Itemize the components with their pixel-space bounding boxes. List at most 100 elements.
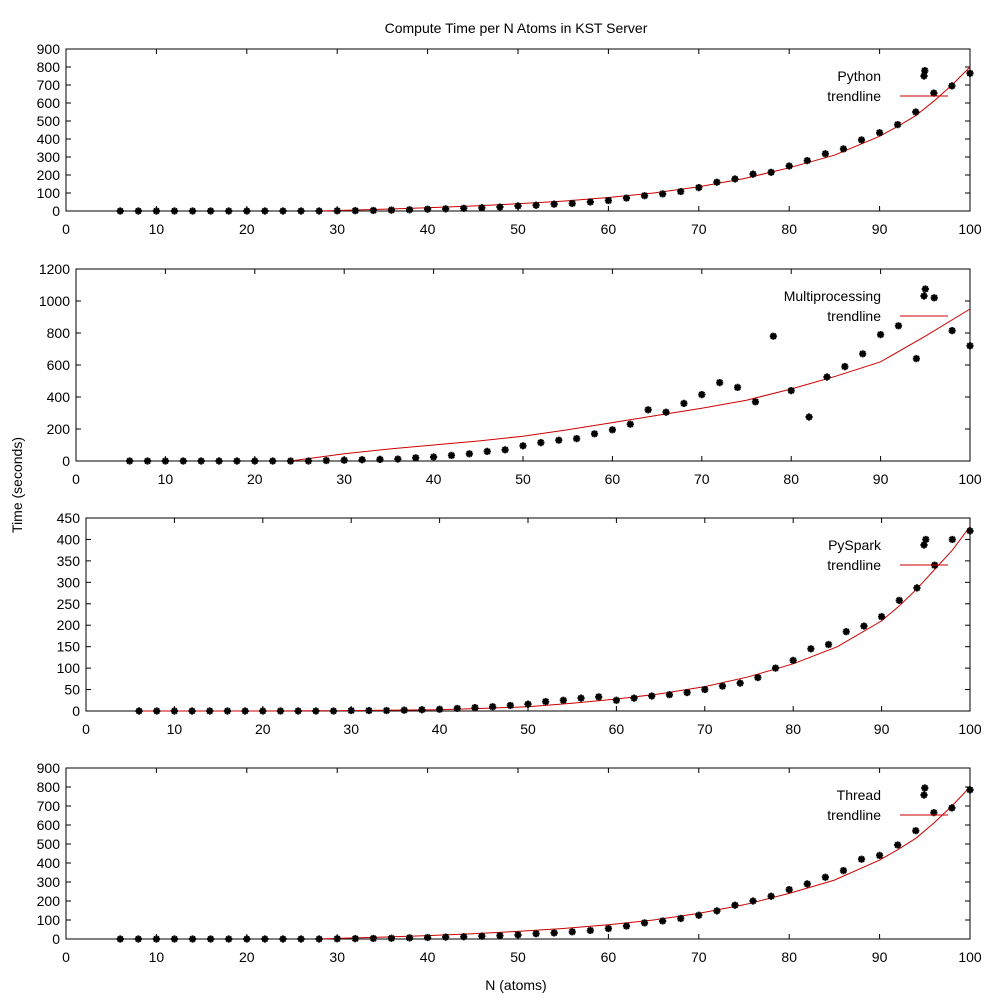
data-point (279, 207, 287, 215)
data-point (453, 704, 461, 713)
data-point (857, 855, 866, 863)
data-point (465, 450, 473, 458)
data-point (506, 701, 514, 710)
x-tick-label: 60 (609, 721, 625, 737)
x-tick-label: 40 (420, 221, 436, 237)
data-point (387, 206, 396, 214)
data-point (532, 930, 540, 938)
data-point (626, 420, 634, 428)
data-point (550, 929, 558, 937)
data-point (501, 446, 509, 454)
data-point (215, 457, 223, 465)
x-tick-label: 80 (781, 221, 797, 237)
y-tick-label: 50 (64, 682, 80, 698)
data-point (170, 207, 179, 215)
x-tick-label: 60 (601, 949, 617, 965)
data-point (894, 841, 902, 849)
x-tick-label: 100 (958, 721, 982, 737)
data-point (930, 809, 938, 817)
y-tick-label: 1000 (39, 293, 70, 309)
data-point (839, 145, 848, 153)
data-point (659, 917, 667, 925)
data-point (152, 935, 160, 943)
x-tick-label: 60 (601, 221, 617, 237)
data-point (803, 880, 811, 888)
data-point (376, 455, 384, 463)
data-point (894, 121, 902, 129)
data-point (400, 706, 408, 714)
data-point (514, 202, 522, 210)
data-point (695, 184, 703, 192)
legend-label-points: Thread (837, 787, 881, 803)
data-point (876, 129, 884, 137)
data-point (604, 196, 612, 205)
panel-multiprocessing: 0 10 20 30 40 50 60 70 80 90 100020040060080010001… (39, 261, 982, 487)
data-point (394, 455, 402, 463)
y-tick-label: 900 (37, 41, 61, 57)
figure-title: Compute Time per N Atoms in KST Server (385, 20, 648, 36)
data-point (153, 707, 161, 715)
y-tick-label: 450 (57, 510, 81, 526)
y-tick-label: 700 (37, 77, 61, 93)
y-tick-label: 400 (37, 131, 61, 147)
data-point (612, 696, 620, 704)
data-point (648, 692, 656, 700)
data-point (789, 656, 797, 664)
data-point (460, 933, 468, 941)
data-point (713, 178, 721, 186)
trendline-series (290, 308, 971, 462)
data-point (894, 322, 903, 330)
data-point (622, 194, 631, 202)
data-point (695, 911, 703, 919)
data-point (537, 439, 545, 447)
data-point (261, 207, 269, 215)
data-point (921, 67, 929, 75)
data-point (662, 408, 670, 416)
x-tick-label: 20 (247, 471, 263, 487)
data-point (387, 934, 396, 942)
data-point (731, 175, 739, 183)
data-point (251, 457, 259, 465)
data-point (126, 457, 134, 465)
data-point (608, 426, 616, 434)
y-tick-label: 1200 (39, 261, 70, 277)
data-point (966, 342, 974, 350)
y-tick-label: 800 (47, 325, 71, 341)
data-point (134, 207, 142, 215)
data-point (771, 664, 780, 672)
data-point (478, 204, 486, 212)
data-point (921, 285, 929, 293)
x-tick-label: 80 (785, 721, 801, 737)
x-tick-label: 90 (872, 221, 888, 237)
data-point (365, 706, 373, 715)
data-point (322, 456, 330, 465)
y-tick-label: 200 (57, 617, 81, 633)
data-point (315, 935, 323, 943)
plot-frame (65, 767, 971, 940)
data-point (718, 682, 727, 690)
panel-python: 0 10 20 30 40 50 60 70 80 90 100 0 100 200 300 400 500 60… (37, 41, 982, 237)
data-point (207, 935, 215, 943)
y-tick-label: 800 (37, 779, 61, 795)
data-point (769, 332, 777, 340)
data-point (821, 150, 829, 158)
data-point (787, 387, 795, 395)
data-point (286, 457, 295, 465)
data-point (698, 391, 706, 399)
y-tick-label: 0 (52, 931, 60, 947)
data-point (948, 535, 956, 544)
data-point (460, 204, 468, 212)
data-point (966, 69, 974, 77)
data-point (568, 928, 576, 936)
data-point (524, 700, 532, 708)
trendline-series (139, 526, 971, 712)
y-axis-label: Time (seconds) (9, 437, 25, 533)
data-point (824, 640, 833, 649)
data-point (369, 206, 377, 215)
y-tick-label: 800 (37, 59, 61, 75)
data-point (471, 703, 479, 712)
data-point (640, 919, 649, 927)
plot-frame (65, 48, 971, 212)
data-point (821, 873, 829, 881)
x-tick-label: 70 (697, 721, 713, 737)
